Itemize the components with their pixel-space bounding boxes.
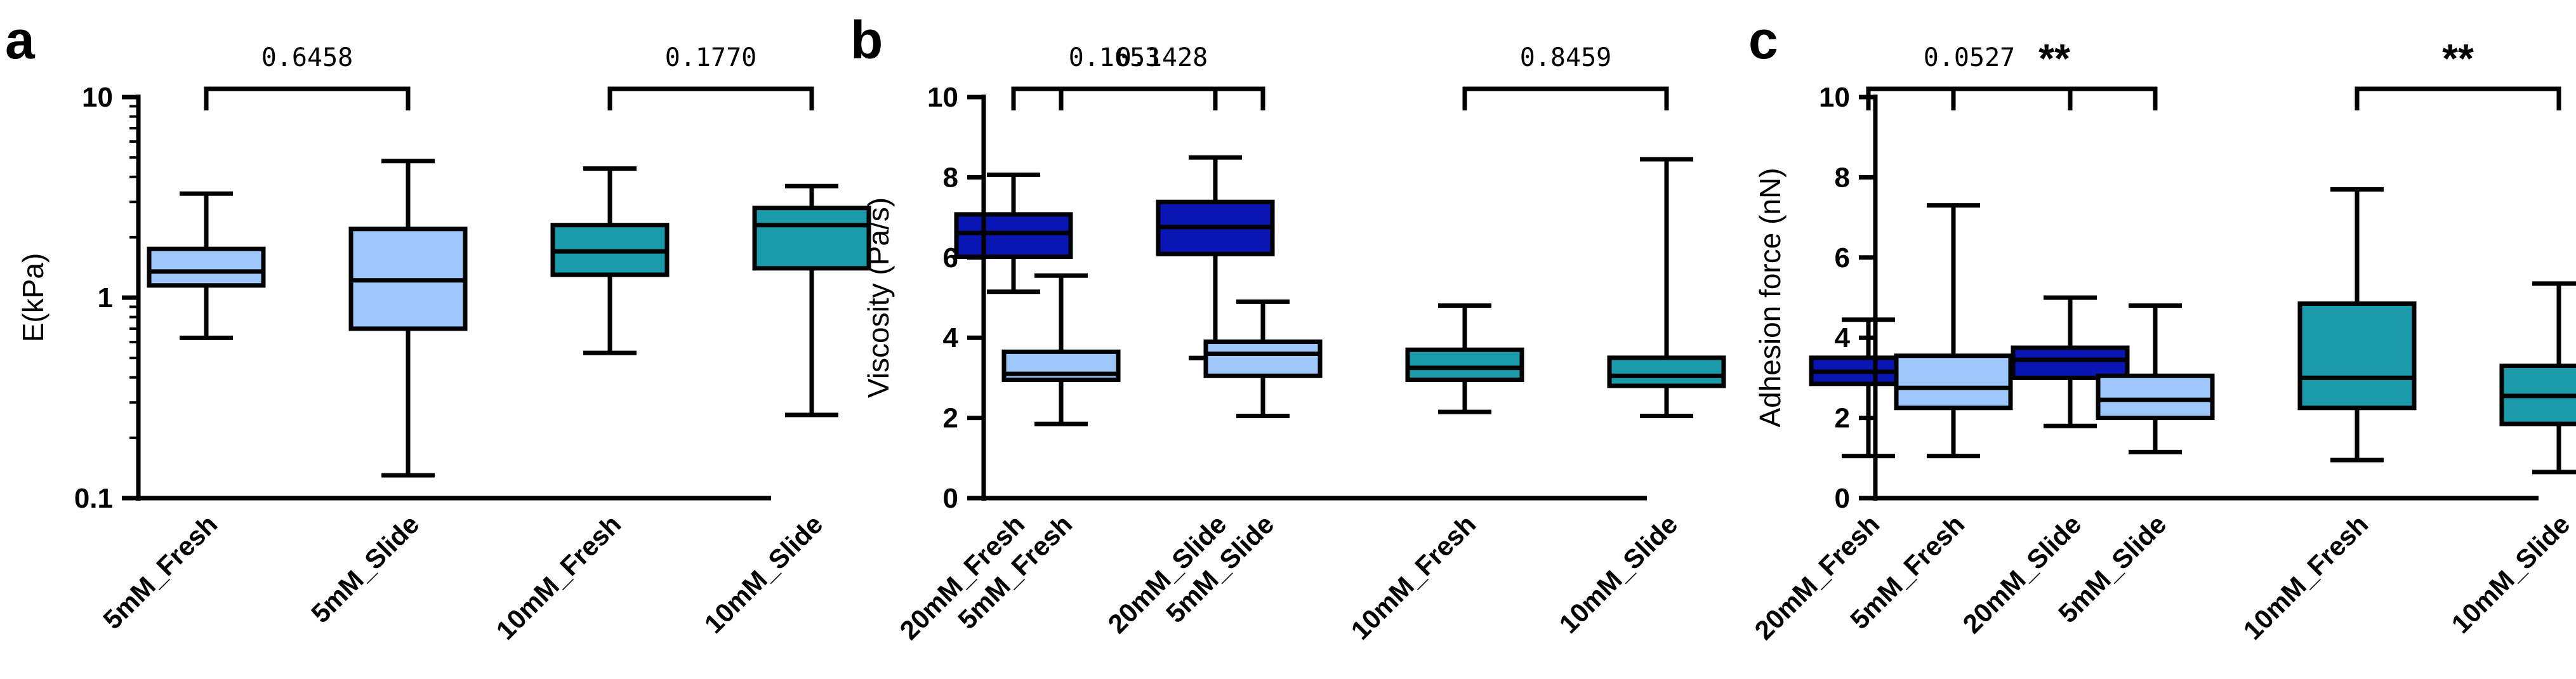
comparison-label: 0.1653 [1069, 43, 1161, 72]
box-10mM_Slide [1607, 157, 1726, 418]
comparison-label: 0.8459 [1520, 43, 1612, 72]
y-tick-label: 10 [1819, 82, 1850, 113]
x-tick-label: 10mM_Slide [698, 509, 828, 639]
box-5mM_Fresh [147, 191, 266, 340]
box-iqr [1607, 355, 1726, 388]
comparison-bracket [1951, 86, 2158, 110]
box-iqr [1405, 347, 1524, 383]
y-tick-label: 4 [1835, 322, 1851, 353]
y-tick-label: 6 [943, 242, 958, 274]
comparison-bracket [2355, 86, 2561, 110]
box-20mM_Slide [2011, 295, 2130, 428]
y-axis-label: Viscosity (Pa/s) [862, 197, 895, 398]
comparison-label: ** [2038, 36, 2070, 81]
y-tick-label: 6 [1835, 242, 1850, 274]
box-5mM_Slide [348, 159, 468, 478]
y-axis-label: Adhesion force (nN) [1754, 168, 1787, 427]
comparison-label: 0.6458 [261, 43, 353, 72]
box-iqr [2297, 301, 2417, 411]
x-tick-label: 10mM_Slide [2445, 509, 2575, 639]
box-iqr [2011, 345, 2130, 380]
x-tick-label: 5mM_Slide [305, 509, 425, 628]
y-tick-label: 4 [943, 322, 959, 353]
x-tick-label: 10mM_Fresh [2238, 509, 2374, 645]
panel-letter: c [1748, 10, 1778, 70]
x-tick-label: 10mM_Slide [1553, 509, 1683, 639]
comparison-bracket [1059, 86, 1265, 110]
box-10mM_Fresh [2297, 187, 2417, 463]
comparison-bracket [1866, 86, 2073, 110]
x-tick-label: 10mM_Fresh [1345, 509, 1482, 645]
box-10mM_Slide [2499, 281, 2576, 475]
panel-letter: b [850, 10, 883, 70]
panel-a: a 0.1 1 10 E(kPa) 5mM_Fresh 5mM_Slide 10mM_Fres… [5, 10, 1275, 645]
comparison-label: ** [2442, 36, 2474, 81]
box-iqr [1203, 340, 1323, 378]
box-iqr [1894, 353, 2013, 411]
box-10mM_Fresh [1405, 303, 1524, 414]
y-tick-label: 0.1 [74, 483, 113, 514]
box-20mM_Fresh [954, 172, 1073, 294]
box-iqr [2096, 373, 2215, 421]
y-tick-label: 10 [927, 82, 958, 113]
y-tick-label: 2 [943, 403, 958, 434]
box-5mM_Slide [1203, 299, 1323, 418]
y-tick-label: 1 [98, 282, 113, 313]
x-tick-label: 10mM_Fresh [491, 509, 627, 645]
comparison-label: 0.1428 [1116, 43, 1208, 72]
y-tick-label: 8 [943, 162, 958, 193]
box-iqr [954, 212, 1073, 259]
panel-letter: a [5, 10, 36, 70]
box-5mM_Slide [2096, 303, 2215, 454]
box-5mM_Fresh [1894, 203, 2013, 459]
box-10mM_Slide [752, 183, 871, 418]
y-axis-label: E(kPa) [17, 253, 50, 343]
comparison-bracket [1462, 86, 1669, 110]
comparison-bracket [1011, 86, 1218, 110]
x-tick-label: 5mM_Fresh [97, 509, 223, 635]
y-tick-label: 8 [1835, 162, 1850, 193]
box-10mM_Fresh [550, 166, 670, 355]
comparison-bracket [607, 86, 814, 110]
box-20mM_Slide [1156, 155, 1275, 360]
comparison-label: 0.0527 [1924, 43, 2016, 72]
y-tick-label: 10 [82, 82, 113, 113]
y-tick-label: 2 [1835, 403, 1850, 434]
comparison-bracket [204, 86, 411, 110]
box-iqr [752, 206, 871, 271]
box-iqr [147, 246, 266, 288]
y-tick-label: 0 [943, 483, 958, 514]
y-tick-label: 0 [1835, 483, 1850, 514]
comparison-label: 0.1770 [665, 43, 757, 72]
box-5mM_Fresh [1001, 273, 1121, 426]
